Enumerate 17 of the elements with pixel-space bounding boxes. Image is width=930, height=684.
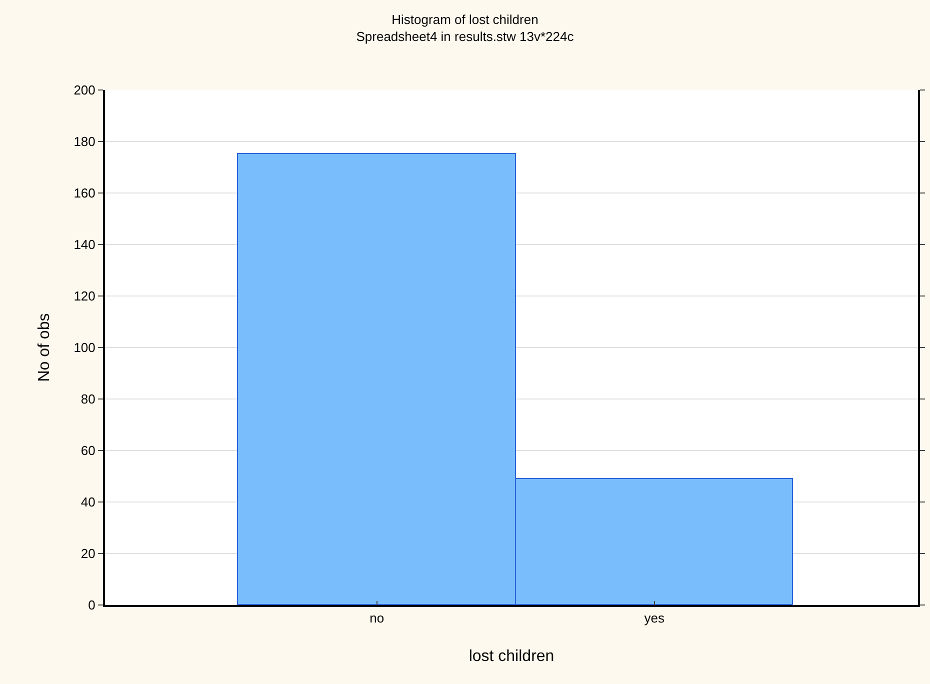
y-tick-label: 200	[74, 82, 96, 98]
chart-subtitle: Spreadsheet4 in results.stw 13v*224c	[356, 28, 574, 44]
x-tick-label: no	[370, 610, 384, 626]
y-tick-label: 20	[80, 546, 96, 562]
y-tick-label: 140	[74, 237, 96, 252]
y-tick-label: 120	[74, 288, 96, 304]
y-tick-label: 160	[74, 186, 96, 201]
x-axis-title: lost children	[468, 648, 554, 665]
y-axis-title: No of obs	[36, 313, 54, 382]
y-tick-label: 100	[74, 340, 96, 356]
y-tick-label: 0	[88, 598, 96, 613]
x-tick-label: yes	[644, 610, 666, 626]
y-tick-label: 80	[80, 392, 96, 407]
chart-title: Histogram of lost children	[392, 12, 538, 27]
y-tick-label: 180	[74, 134, 96, 150]
y-tick-label: 40	[80, 494, 96, 510]
y-tick-label: 60	[80, 443, 96, 458]
